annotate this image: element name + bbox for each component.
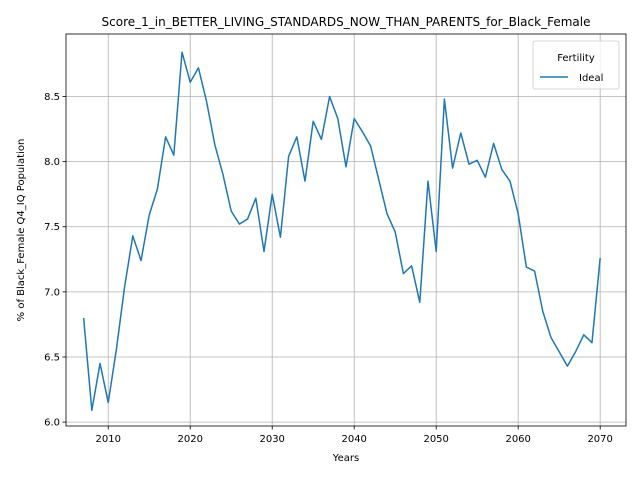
x-tick-label: 2060 <box>505 434 530 445</box>
series-line-ideal <box>82 51 601 412</box>
x-tick-label: 2030 <box>259 434 284 445</box>
y-tick-label: 7.0 <box>44 287 60 298</box>
x-axis-label: Years <box>332 453 359 464</box>
gridlines <box>66 34 626 426</box>
legend-label-ideal: Ideal <box>579 73 603 84</box>
plot-area-frame <box>65 33 627 427</box>
y-axis-label: % of Black_Female Q4_IQ Population <box>16 139 27 322</box>
x-tick-label: 2040 <box>341 434 366 445</box>
series-layer <box>82 51 601 412</box>
y-axis: 6.0 6.5 7.0 7.5 8.0 8.5 <box>44 92 66 429</box>
x-axis: 2010 2020 2030 2040 2050 2060 2070 <box>95 426 613 445</box>
legend: Fertility Ideal <box>532 40 620 90</box>
x-tick-label: 2050 <box>423 434 448 445</box>
chart-title: Score_1_in_BETTER_LIVING_STANDARDS_NOW_T… <box>102 15 591 29</box>
y-tick-label: 7.5 <box>44 222 60 233</box>
x-tick-label: 2020 <box>177 434 202 445</box>
x-tick-label: 2010 <box>95 434 120 445</box>
y-tick-label: 6.0 <box>44 418 60 429</box>
y-tick-label: 8.5 <box>44 92 60 103</box>
y-tick-label: 8.0 <box>44 157 60 168</box>
legend-box <box>532 40 620 90</box>
y-tick-label: 6.5 <box>44 352 60 363</box>
x-tick-label: 2070 <box>587 434 612 445</box>
legend-title: Fertility <box>557 53 595 64</box>
